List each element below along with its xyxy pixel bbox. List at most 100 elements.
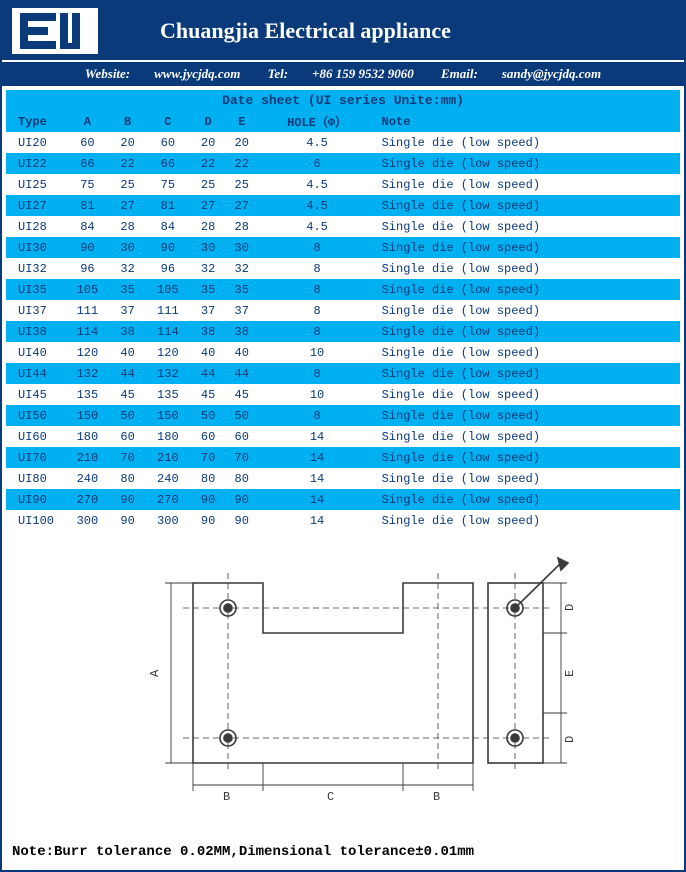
cell: 44 xyxy=(111,363,145,384)
website: www.jycjdq.com xyxy=(154,66,240,81)
cell: 80 xyxy=(225,468,259,489)
table-header-row: TypeABCDEHOLE（Φ）Note xyxy=(6,111,680,132)
cell: UI40 xyxy=(6,342,64,363)
cell: 60 xyxy=(144,132,191,153)
tel-label: Tel: xyxy=(268,66,288,81)
cell: 66 xyxy=(64,153,111,174)
cell: 38 xyxy=(191,321,225,342)
table-row: UI3090309030308Single die (low speed) xyxy=(6,237,680,258)
table-row: UI3296329632328Single die (low speed) xyxy=(6,258,680,279)
cell: 8 xyxy=(259,321,376,342)
table-row: UI381143811438388Single die (low speed) xyxy=(6,321,680,342)
cell: 27 xyxy=(111,195,145,216)
cell: 44 xyxy=(225,363,259,384)
cell: Single die (low speed) xyxy=(376,510,680,531)
col-4: D xyxy=(191,111,225,132)
cell: Single die (low speed) xyxy=(376,405,680,426)
cell: 135 xyxy=(64,384,111,405)
cell: 27 xyxy=(191,195,225,216)
cell: 37 xyxy=(225,300,259,321)
dim-c: C xyxy=(327,790,334,804)
cell: 70 xyxy=(111,447,145,468)
cell: Single die (low speed) xyxy=(376,489,680,510)
cell: 45 xyxy=(225,384,259,405)
cell: 90 xyxy=(111,489,145,510)
dim-e: E xyxy=(563,670,577,677)
cell: 45 xyxy=(111,384,145,405)
cell: 40 xyxy=(191,342,225,363)
cell: 60 xyxy=(64,132,111,153)
cell: Single die (low speed) xyxy=(376,321,680,342)
cell: 30 xyxy=(191,237,225,258)
cell: 70 xyxy=(225,447,259,468)
footer-note: Note:Burr tolerance 0.02MM,Dimensional t… xyxy=(2,838,684,870)
cell: 300 xyxy=(144,510,191,531)
cell: UI90 xyxy=(6,489,64,510)
cell: 32 xyxy=(111,258,145,279)
cell: 4.5 xyxy=(259,132,376,153)
cell: 8 xyxy=(259,237,376,258)
cell: 135 xyxy=(144,384,191,405)
cell: 22 xyxy=(191,153,225,174)
cell: 180 xyxy=(144,426,191,447)
cell: UI38 xyxy=(6,321,64,342)
cell: Single die (low speed) xyxy=(376,363,680,384)
cell: Single die (low speed) xyxy=(376,384,680,405)
cell: 60 xyxy=(111,426,145,447)
cell: 14 xyxy=(259,426,376,447)
cell: 114 xyxy=(64,321,111,342)
cell: UI35 xyxy=(6,279,64,300)
cell: 32 xyxy=(225,258,259,279)
cell: 8 xyxy=(259,363,376,384)
table-row: UI2575257525254.5Single die (low speed) xyxy=(6,174,680,195)
cell: 8 xyxy=(259,300,376,321)
cell: 81 xyxy=(144,195,191,216)
cell: UI32 xyxy=(6,258,64,279)
cell: 45 xyxy=(191,384,225,405)
cell: 150 xyxy=(144,405,191,426)
cell: 84 xyxy=(144,216,191,237)
table-row: UI501505015050508Single die (low speed) xyxy=(6,405,680,426)
cell: 25 xyxy=(191,174,225,195)
cell: 120 xyxy=(64,342,111,363)
cell: 105 xyxy=(144,279,191,300)
header: Chuangjia Electrical appliance xyxy=(2,2,684,60)
cell: Single die (low speed) xyxy=(376,132,680,153)
cell: 120 xyxy=(144,342,191,363)
cell: Single die (low speed) xyxy=(376,153,680,174)
table-row: UI4012040120404010Single die (low speed) xyxy=(6,342,680,363)
cell: 270 xyxy=(64,489,111,510)
cell: UI50 xyxy=(6,405,64,426)
cell: 14 xyxy=(259,447,376,468)
table-wrap: Date sheet (UI series Unite:mm) TypeABCD… xyxy=(2,86,684,535)
dim-b2: B xyxy=(433,790,440,804)
contact-bar: Website:www.jycjdq.com Tel:+86 159 9532 … xyxy=(2,60,684,86)
dim-d2: D xyxy=(563,736,577,743)
data-table: TypeABCDEHOLE（Φ）Note UI2060206020204.5Si… xyxy=(6,111,680,531)
cell: 90 xyxy=(191,489,225,510)
cell: 8 xyxy=(259,279,376,300)
cell: UI25 xyxy=(6,174,64,195)
cell: UI80 xyxy=(6,468,64,489)
table-row: UI441324413244448Single die (low speed) xyxy=(6,363,680,384)
cell: 70 xyxy=(191,447,225,468)
col-0: Type xyxy=(6,111,64,132)
cell: 210 xyxy=(64,447,111,468)
cell: Single die (low speed) xyxy=(376,447,680,468)
cell: 210 xyxy=(144,447,191,468)
cell: UI100 xyxy=(6,510,64,531)
cell: 111 xyxy=(144,300,191,321)
cell: 14 xyxy=(259,510,376,531)
cell: 50 xyxy=(191,405,225,426)
col-6: HOLE（Φ） xyxy=(259,111,376,132)
cell: 44 xyxy=(191,363,225,384)
cell: 37 xyxy=(111,300,145,321)
cell: 35 xyxy=(111,279,145,300)
cell: 270 xyxy=(144,489,191,510)
cell: 90 xyxy=(111,510,145,531)
cell: Single die (low speed) xyxy=(376,342,680,363)
cell: Single die (low speed) xyxy=(376,216,680,237)
cell: 90 xyxy=(225,510,259,531)
cell: 180 xyxy=(64,426,111,447)
cell: 50 xyxy=(225,405,259,426)
